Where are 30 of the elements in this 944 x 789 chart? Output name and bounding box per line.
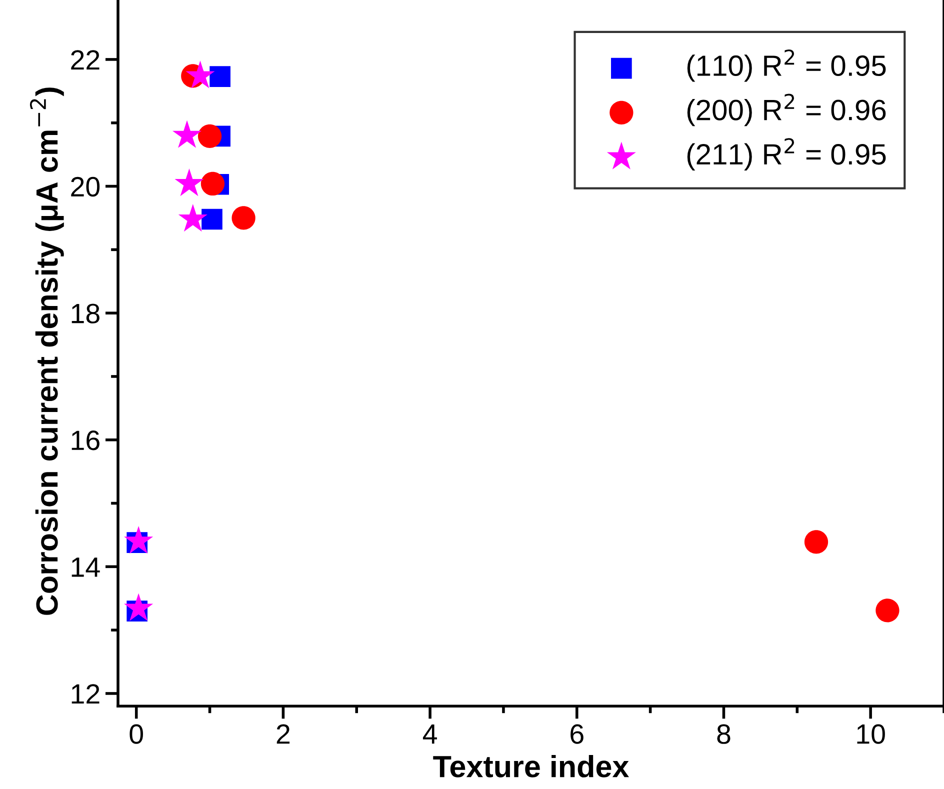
x-tick-label: 0 xyxy=(130,724,143,744)
point xyxy=(232,206,256,230)
legend-label: (211) R$^{2}$ = 0.95 xyxy=(687,138,886,170)
point xyxy=(124,526,154,554)
x-tick-label: 4 xyxy=(422,724,437,744)
x-tick-label: 10 xyxy=(857,724,885,744)
point xyxy=(202,208,222,230)
x-tick-label: 2 xyxy=(276,724,290,744)
point xyxy=(198,124,222,148)
point xyxy=(200,172,225,196)
y-tick-label: 18 xyxy=(72,304,100,324)
legend-label: (200) R$^{2}$ = 0.96 xyxy=(687,94,886,126)
point xyxy=(124,593,154,621)
point xyxy=(178,204,208,232)
legend-label: (110) R$^{2}$ = 0.95 xyxy=(687,49,886,82)
point xyxy=(186,60,215,88)
y-tick-label: 16 xyxy=(72,430,100,450)
point xyxy=(804,530,828,554)
point xyxy=(172,120,202,148)
y-tick-label: 20 xyxy=(71,176,100,197)
point xyxy=(210,66,230,87)
x-tick-label: 6 xyxy=(570,724,584,744)
x-axis-title: Texture index xyxy=(433,754,629,778)
y-axis-title: Corrosion current density (μA cm$^{−2}$) xyxy=(30,88,64,615)
y-tick-label: 22 xyxy=(71,50,100,70)
y-tick-label: 12 xyxy=(72,684,100,704)
x-tick-label: 8 xyxy=(717,724,730,744)
y-tick-label: 14 xyxy=(72,558,100,577)
point xyxy=(174,168,204,196)
point xyxy=(876,598,900,622)
